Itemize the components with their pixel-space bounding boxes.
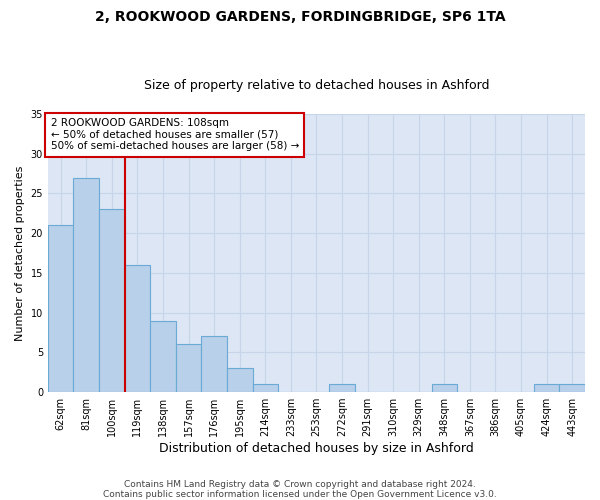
Bar — [227, 368, 253, 392]
Title: Size of property relative to detached houses in Ashford: Size of property relative to detached ho… — [144, 79, 489, 92]
Bar — [559, 384, 585, 392]
Bar — [48, 225, 73, 392]
Bar — [534, 384, 559, 392]
Bar — [176, 344, 202, 392]
Text: Contains HM Land Registry data © Crown copyright and database right 2024.: Contains HM Land Registry data © Crown c… — [124, 480, 476, 489]
Bar — [329, 384, 355, 392]
Bar — [99, 210, 125, 392]
Text: 2, ROOKWOOD GARDENS, FORDINGBRIDGE, SP6 1TA: 2, ROOKWOOD GARDENS, FORDINGBRIDGE, SP6 … — [95, 10, 505, 24]
Bar — [253, 384, 278, 392]
Bar — [73, 178, 99, 392]
Bar — [125, 265, 150, 392]
Bar — [202, 336, 227, 392]
Bar — [431, 384, 457, 392]
Text: Contains public sector information licensed under the Open Government Licence v3: Contains public sector information licen… — [103, 490, 497, 499]
Y-axis label: Number of detached properties: Number of detached properties — [15, 166, 25, 340]
Bar — [150, 320, 176, 392]
Text: 2 ROOKWOOD GARDENS: 108sqm
← 50% of detached houses are smaller (57)
50% of semi: 2 ROOKWOOD GARDENS: 108sqm ← 50% of deta… — [50, 118, 299, 152]
X-axis label: Distribution of detached houses by size in Ashford: Distribution of detached houses by size … — [159, 442, 474, 455]
